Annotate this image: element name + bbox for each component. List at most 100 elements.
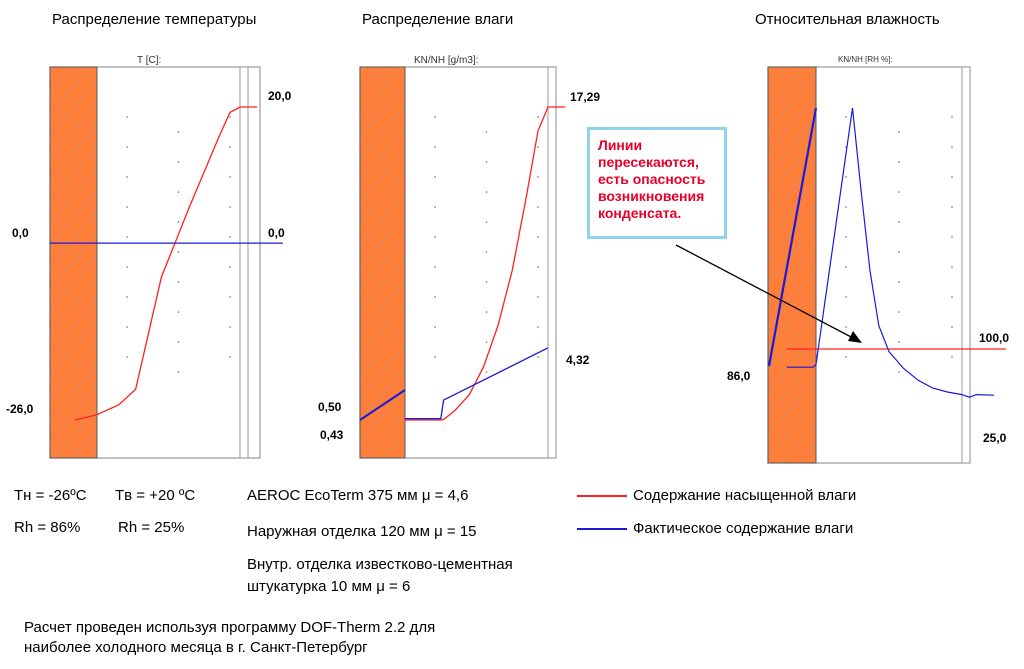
temperature-grid-dot	[229, 326, 231, 328]
moisture-grid-dot	[485, 341, 488, 343]
temperature-grid-dot	[177, 371, 180, 373]
moisture-grid-dot	[537, 206, 539, 208]
moisture-grid-dot	[434, 236, 436, 238]
humidity-grid-dot	[845, 116, 847, 118]
moisture-label-saturated-start: 0,43	[320, 428, 344, 442]
humidity-grid-dot	[845, 296, 847, 298]
layer-main: AEROC EcoTerm 375 мм μ = 4,6	[247, 487, 469, 504]
callout-arrow-head	[848, 331, 862, 343]
temperature-outer-layer-hatch	[50, 67, 97, 458]
humidity-grid-dot	[898, 311, 900, 313]
humidity-grid-dot	[951, 146, 953, 148]
temperature-grid-dot	[229, 356, 231, 358]
moisture-grid-dot	[537, 146, 539, 148]
moisture-label-actual-start: 0,50	[318, 400, 342, 414]
outdoor-humidity: Rh = 86%	[14, 519, 81, 536]
moisture-grid-dot	[537, 176, 539, 178]
temperature-grid-dot	[177, 191, 180, 193]
layer-inner-line2: штукатурка 10 мм μ = 6	[247, 578, 411, 595]
temperature-label-max: 20,0	[268, 89, 292, 103]
humidity-grid-dot	[951, 326, 953, 328]
humidity-axis-label: KN/NH [RH %]:	[838, 55, 893, 64]
temperature-axis-label: T [C]:	[137, 55, 162, 66]
humidity-actual-peak-segment	[767, 107, 818, 367]
humidity-grid-dot	[898, 131, 900, 133]
temperature-grid-dot	[177, 281, 180, 283]
humidity-grid-dot	[951, 236, 953, 238]
humidity-grid-dot	[898, 281, 900, 283]
humidity-grid-dot	[898, 161, 900, 163]
moisture-label-actual-end: 4,32	[566, 353, 590, 367]
legend-saturated-swatch	[577, 495, 627, 497]
callout-line: конденсата.	[598, 205, 682, 221]
moisture-saturated-line	[405, 106, 566, 421]
humidity-grid-dot	[951, 296, 953, 298]
moisture-grid-dot	[537, 356, 539, 358]
humidity-grid-dot	[898, 371, 900, 373]
moisture-axis-label: KN/NH [g/m3]:	[414, 55, 479, 66]
moisture-grid-dot	[485, 161, 488, 163]
humidity-grid-dot	[845, 326, 847, 328]
footer-line2: наиболее холодного месяца в г. Санкт-Пет…	[24, 639, 368, 656]
humidity-label-end: 25,0	[983, 431, 1007, 445]
moisture-chart-title: Распределение влаги	[362, 11, 514, 28]
temperature-grid-dot	[177, 131, 180, 133]
moisture-grid-dot	[434, 116, 436, 118]
temperature-label-right-zero: 0,0	[268, 226, 285, 240]
temperature-grid-dot	[229, 236, 231, 238]
temperature-grid-dot	[229, 206, 231, 208]
humidity-grid-dot	[951, 116, 953, 118]
humidity-actual-line	[786, 107, 995, 398]
humidity-grid-dot	[898, 251, 900, 253]
moisture-grid-dot	[434, 146, 436, 148]
temperature-grid-dot	[177, 341, 180, 343]
humidity-grid-dot	[898, 221, 900, 223]
humidity-grid-dot	[951, 266, 953, 268]
temperature-grid-dot	[126, 176, 128, 178]
legend-actual-label: Фактическое содержание влаги	[633, 520, 854, 537]
temperature-grid-dot	[229, 146, 231, 148]
moisture-grid-dot	[434, 356, 436, 358]
moisture-grid-dot	[434, 326, 436, 328]
callout-line: есть опасность	[598, 171, 706, 187]
temperature-inner-layer	[239, 66, 249, 459]
footer-line1: Расчет проведен используя программу DOF-…	[24, 619, 436, 636]
humidity-label-start: 86,0	[727, 369, 751, 383]
humidity-chart-title: Относительная влажность	[755, 11, 940, 28]
moisture-grid-dot	[537, 116, 539, 118]
humidity-grid-dot	[845, 176, 847, 178]
temperature-grid-dot	[126, 116, 128, 118]
moisture-inner-layer	[547, 66, 557, 459]
humidity-grid-dot	[845, 206, 847, 208]
humidity-label-saturation: 100,0	[979, 331, 1010, 345]
moisture-grid-dot	[485, 281, 488, 283]
moisture-grid-dot	[434, 296, 436, 298]
moisture-grid-dot	[434, 266, 436, 268]
condensation-callout: Линии пересекаются, есть опасность возни…	[587, 127, 727, 239]
temperature-grid-dot	[126, 266, 128, 268]
temperature-grid-dot	[229, 116, 231, 118]
moisture-label-saturated-end: 17,29	[570, 90, 601, 104]
humidity-grid-dot	[845, 356, 847, 358]
moisture-grid-dot	[485, 371, 488, 373]
moisture-grid-dot	[485, 221, 488, 223]
temperature-grid-dot	[177, 161, 180, 163]
moisture-grid-dot	[537, 236, 539, 238]
indoor-temperature: Tв = +20 ºC	[115, 487, 196, 504]
moisture-grid-dot	[434, 206, 436, 208]
temperature-grid-dot	[177, 311, 180, 313]
temperature-saturated-line	[75, 106, 258, 421]
callout-line: возникновения	[598, 188, 705, 204]
humidity-grid-dot	[951, 356, 953, 358]
temperature-grid-dot	[177, 221, 180, 223]
moisture-grid-dot	[485, 131, 488, 133]
humidity-grid-dot	[898, 191, 900, 193]
indoor-humidity: Rh = 25%	[118, 519, 185, 536]
humidity-grid-dot	[951, 176, 953, 178]
moisture-grid-dot	[485, 191, 488, 193]
callout-line: Линии	[598, 137, 643, 153]
temperature-grid-dot	[229, 176, 231, 178]
temperature-label-min: -26,0	[6, 402, 34, 416]
moisture-actual-start-segment	[359, 389, 406, 421]
temperature-chart-title: Распределение температуры	[52, 11, 257, 28]
